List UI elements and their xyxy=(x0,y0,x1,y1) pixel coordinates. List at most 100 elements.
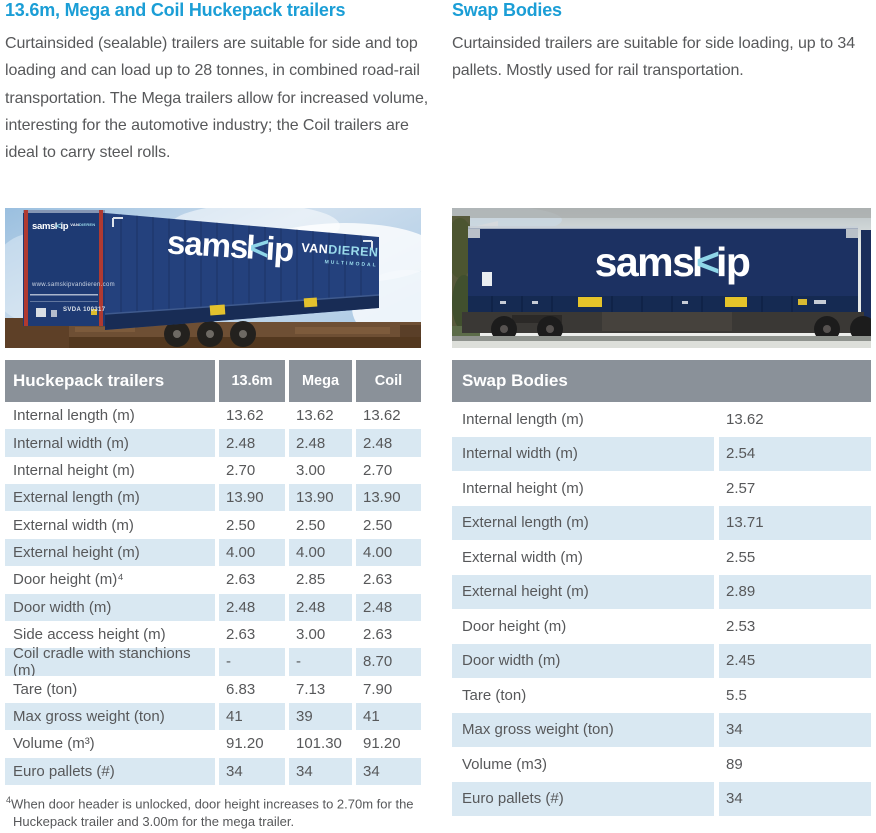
cell-value: 2.48 xyxy=(356,593,421,621)
cell-value: 2.57 xyxy=(719,471,871,506)
cell-value: 2.45 xyxy=(719,643,871,678)
cell-value: 5.5 xyxy=(719,678,871,713)
huckepack-paragraph: Curtainsided (sealable) trailers are sui… xyxy=(5,35,429,162)
cell-value: 91.20 xyxy=(219,730,285,758)
cell-value: 2.53 xyxy=(719,609,871,644)
huckepack-table-header: Huckepack trailers 13.6m Mega Coil xyxy=(5,360,421,402)
samskip-wordmark: samsl<ip xyxy=(166,223,295,269)
cell-value: 7.90 xyxy=(356,675,421,703)
cell-value: 13.90 xyxy=(219,484,285,512)
cell-label: Euro pallets (#) xyxy=(5,757,215,786)
cell-value: 34 xyxy=(219,757,285,786)
header-cell: Mega xyxy=(289,360,352,402)
cell-value: 7.13 xyxy=(289,675,352,703)
cell-label: Volume (m³) xyxy=(5,730,215,758)
table-row: Door height (m) 2.53 xyxy=(452,609,871,644)
cell-value: 2.63 xyxy=(356,620,421,649)
table-row: External length (m) 13.71 xyxy=(452,505,871,540)
table-row: Volume (m³) 91.20 101.30 91.20 xyxy=(5,730,421,758)
swap-bodies-heading: Swap Bodies xyxy=(452,0,562,20)
cell-value: 2.70 xyxy=(356,456,421,485)
table-row: Door width (m) 2.48 2.48 2.48 xyxy=(5,593,421,621)
cell-value: 2.48 xyxy=(219,593,285,621)
cell-label: Volume (m3) xyxy=(452,747,714,782)
cell-value: 34 xyxy=(356,757,421,786)
cell-value: 13.90 xyxy=(289,484,352,512)
table-row: External width (m) 2.50 2.50 2.50 xyxy=(5,511,421,539)
table-row: Internal length (m) 13.62 xyxy=(452,402,871,437)
table-row: Internal length (m) 13.62 13.62 13.62 xyxy=(5,402,421,430)
table-row: Euro pallets (#) 34 xyxy=(452,781,871,816)
cell-label: External height (m) xyxy=(5,538,215,567)
cell-label: Door width (m) xyxy=(5,593,215,621)
cell-value: 2.70 xyxy=(219,456,285,485)
logo-chevron-icon: < xyxy=(695,239,720,285)
cell-label: External height (m) xyxy=(452,574,714,609)
rear-website-text: www.samskipvandieren.com xyxy=(32,282,115,288)
header-cell: Huckepack trailers xyxy=(5,360,215,402)
cell-value: 2.54 xyxy=(719,436,871,471)
cell-value: 4.00 xyxy=(219,538,285,567)
header-cell: Coil xyxy=(356,360,421,402)
cell-value: 13.62 xyxy=(356,402,421,430)
cell-value: 2.50 xyxy=(289,511,352,539)
samskip-logo: samsl<ip xyxy=(547,242,797,283)
samskip-wordmark: samsl<ip xyxy=(594,239,751,285)
cell-value: 8.70 xyxy=(356,648,421,676)
cell-value: 91.20 xyxy=(356,730,421,758)
cell-label: Tare (ton) xyxy=(452,678,714,713)
table-row: Coil cradle with stanchions (m) - -8.70 xyxy=(5,645,421,679)
table-row: Internal width (m) 2.54 xyxy=(452,436,871,471)
cell-value: 4.00 xyxy=(356,538,421,567)
cell-value: 2.48 xyxy=(356,429,421,457)
table-row: External width (m) 2.55 xyxy=(452,540,871,575)
cell-label: Internal height (m) xyxy=(452,471,714,506)
cell-label: External length (m) xyxy=(452,505,714,540)
table-row: Max gross weight (ton) 41 39 41 xyxy=(5,702,421,731)
table-row: External height (m) 4.00 4.00 4.00 xyxy=(5,538,421,567)
cell-value: 2.63 xyxy=(219,566,285,594)
swap-bodies-paragraph: Curtainsided trailers are suitable for s… xyxy=(452,35,856,80)
cell-value: 4.00 xyxy=(289,538,352,567)
cell-value: 3.00 xyxy=(289,620,352,649)
cell-value: 34 xyxy=(719,781,871,816)
cell-label: External length (m) xyxy=(5,484,215,512)
cell-label: Internal length (m) xyxy=(452,402,714,437)
cell-label: Max gross weight (ton) xyxy=(452,712,714,747)
table-row: Tare (ton) 6.83 7.13 7.90 xyxy=(5,675,421,703)
table-row: External height (m) 2.89 xyxy=(452,574,871,609)
table-row: Internal height (m) 2.57 xyxy=(452,471,871,506)
huckepack-trailer-photo: samsl<ip VANDIEREN MULTIMODAL samsl<ip V… xyxy=(5,208,421,348)
cell-value: 2.50 xyxy=(356,511,421,539)
samskip-rear-logo: samsl<ip VANDIEREN xyxy=(32,221,96,232)
cell-value: 13.62 xyxy=(219,402,285,430)
huckepack-photo-art xyxy=(5,208,421,348)
cell-value: 6.83 xyxy=(219,675,285,703)
cell-value: 2.89 xyxy=(719,574,871,609)
cell-label: Internal height (m) xyxy=(5,456,215,485)
cell-value: - xyxy=(289,648,352,676)
cell-label: Coil cradle with stanchions (m) xyxy=(5,645,215,679)
cell-label: External width (m) xyxy=(5,511,215,539)
door-height-footnote: 4When door header is unlocked, door heig… xyxy=(6,795,414,830)
logo-chevron-icon: < xyxy=(55,221,62,232)
cell-label: Side access height (m) xyxy=(5,620,215,649)
header-cell: Swap Bodies xyxy=(452,360,871,402)
cell-label: Door height (m)⁴ xyxy=(5,566,215,594)
cell-value: 13.90 xyxy=(356,484,421,512)
cell-value: 2.85 xyxy=(289,566,352,594)
cell-label: Tare (ton) xyxy=(5,675,215,703)
huckepack-table: Huckepack trailers 13.6m Mega Coil Inter… xyxy=(5,360,421,786)
swap-bodies-table-header: Swap Bodies xyxy=(452,360,871,402)
cell-label: Internal width (m) xyxy=(5,429,215,457)
multimodal-label: MULTIMODAL xyxy=(324,259,378,269)
huckepack-heading: 13.6m, Mega and Coil Huckepack trailers xyxy=(5,0,346,20)
header-cell: 13.6m xyxy=(219,360,285,402)
cell-value: 39 xyxy=(289,702,352,731)
cell-label: Max gross weight (ton) xyxy=(5,702,215,731)
cell-value: 3.00 xyxy=(289,456,352,485)
vandieren-brand: VANDIEREN MULTIMODAL xyxy=(300,240,379,269)
cell-value: 2.50 xyxy=(219,511,285,539)
cell-value: 2.48 xyxy=(289,593,352,621)
table-row: Internal height (m) 2.70 3.00 2.70 xyxy=(5,456,421,485)
